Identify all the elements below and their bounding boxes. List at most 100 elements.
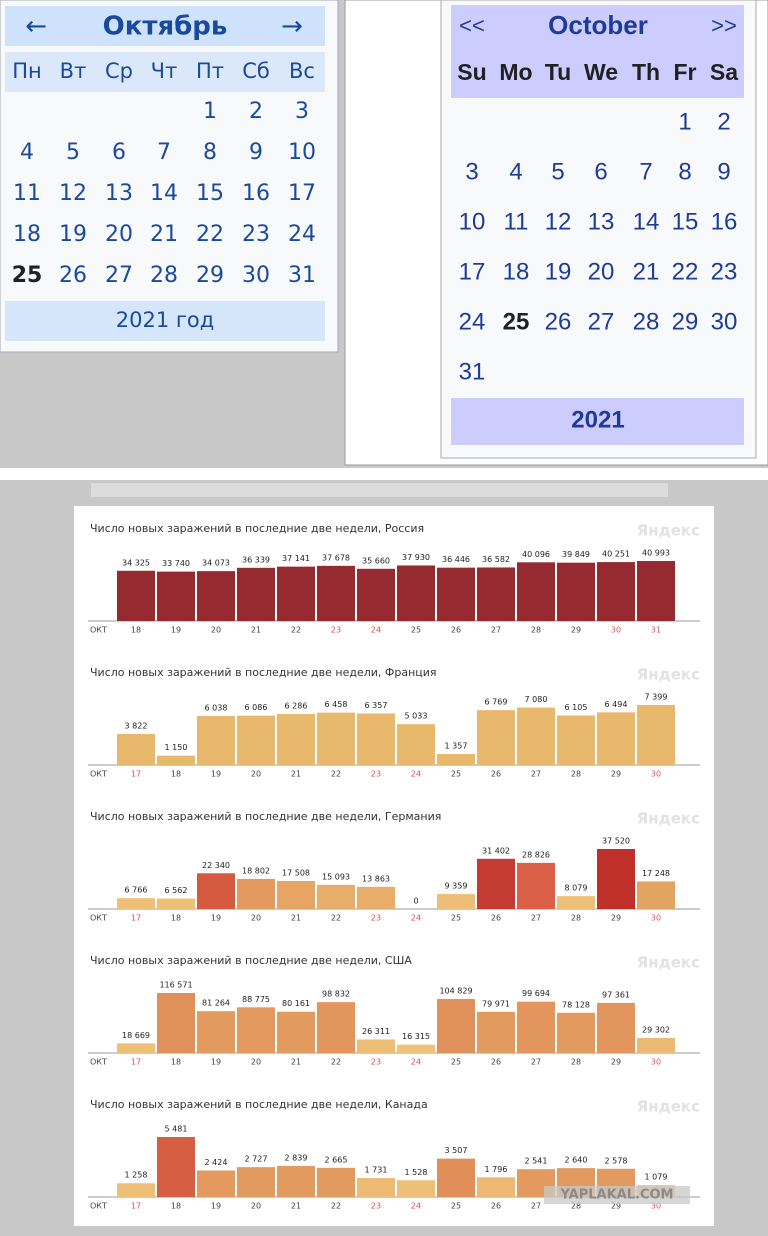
day: 7 — [639, 158, 652, 185]
day: 10 — [288, 140, 316, 165]
day: 2 — [249, 99, 263, 124]
value-label: 98 832 — [322, 990, 350, 999]
bar — [237, 1007, 275, 1053]
next-arrow: >> — [711, 13, 737, 38]
bar — [357, 568, 395, 621]
x-tick-label: 20 — [251, 770, 261, 779]
bar — [557, 715, 595, 765]
x-tick-label: 18 — [171, 1202, 181, 1211]
x-tick-label: 30 — [651, 1058, 661, 1067]
day: 1 — [203, 99, 217, 124]
value-label: 33 740 — [162, 559, 190, 568]
value-label: 3 507 — [445, 1146, 468, 1155]
bar — [437, 1158, 475, 1197]
day: 23 — [711, 258, 738, 285]
value-label: 80 161 — [282, 999, 310, 1008]
x-tick-label: 18 — [131, 626, 141, 635]
x-tick-label: 29 — [611, 914, 621, 923]
x-tick-label: 17 — [131, 1058, 141, 1067]
value-label: 0 — [413, 897, 418, 906]
bar — [477, 1011, 515, 1053]
bar — [117, 898, 155, 909]
value-label: 6 494 — [605, 700, 628, 709]
chart-title: Число новых заражений в последние две не… — [90, 1098, 428, 1111]
day: 28 — [150, 263, 178, 288]
bar — [357, 713, 395, 765]
value-label: 2 541 — [525, 1157, 548, 1166]
day: 29 — [196, 263, 224, 288]
x-tick-label: 30 — [651, 770, 661, 779]
bar — [517, 707, 555, 765]
x-tick-label: 23 — [371, 1202, 381, 1211]
x-tick-label: 17 — [131, 1202, 141, 1211]
bar — [397, 565, 435, 621]
value-label: 79 971 — [482, 999, 510, 1008]
day: 6 — [594, 158, 607, 185]
bar — [317, 1167, 355, 1197]
brand: Яндекс — [637, 522, 700, 540]
x-tick-label: 30 — [611, 626, 621, 635]
day: 13 — [588, 208, 615, 235]
bar — [277, 881, 315, 909]
day: 13 — [105, 181, 133, 206]
day: 12 — [545, 208, 572, 235]
day: 5 — [66, 140, 80, 165]
x-tick-label: 24 — [411, 770, 421, 779]
value-label: 2 839 — [285, 1153, 308, 1162]
today: 25 — [503, 308, 530, 335]
day: 31 — [288, 263, 316, 288]
ru-header-bg — [5, 6, 325, 46]
x-tick-label: 22 — [291, 626, 301, 635]
x-tick-label: 23 — [371, 770, 381, 779]
x-tick-label: 24 — [411, 1202, 421, 1211]
x-axis-label: ОКТ — [90, 1058, 107, 1067]
value-label: 8 079 — [565, 884, 588, 893]
bar — [477, 858, 515, 909]
next-arrow: → — [281, 12, 303, 42]
value-label: 40 096 — [522, 550, 550, 559]
value-label: 31 402 — [482, 846, 510, 855]
bar — [597, 562, 635, 621]
bar — [157, 571, 195, 621]
value-label: 28 826 — [522, 850, 550, 859]
value-label: 36 339 — [242, 555, 270, 564]
x-tick-label: 25 — [451, 1058, 461, 1067]
x-tick-label: 20 — [251, 1058, 261, 1067]
bar — [197, 571, 235, 621]
value-label: 6 286 — [285, 702, 308, 711]
value-label: 97 361 — [602, 990, 630, 999]
day: 6 — [112, 140, 126, 165]
day: 19 — [59, 222, 87, 247]
value-label: 22 340 — [202, 861, 230, 870]
x-tick-label: 21 — [251, 626, 261, 635]
bar — [197, 1011, 235, 1053]
bar — [557, 562, 595, 621]
x-tick-label: 29 — [571, 626, 581, 635]
bar — [277, 1165, 315, 1197]
day: 16 — [242, 181, 270, 206]
value-label: 37 520 — [602, 837, 630, 846]
value-label: 40 993 — [642, 549, 670, 558]
x-tick-label: 26 — [491, 1202, 501, 1211]
x-tick-label: 28 — [571, 1058, 581, 1067]
value-label: 40 251 — [602, 550, 630, 559]
scrollbar — [91, 483, 668, 497]
weekday: Tu — [545, 59, 571, 85]
value-label: 2 727 — [245, 1155, 268, 1164]
x-tick-label: 19 — [211, 1058, 221, 1067]
day: 27 — [105, 263, 133, 288]
x-tick-label: 25 — [451, 1202, 461, 1211]
x-tick-label: 27 — [531, 1058, 541, 1067]
value-label: 16 315 — [402, 1032, 430, 1041]
value-label: 37 678 — [322, 553, 350, 562]
day: 22 — [672, 258, 699, 285]
x-tick-label: 22 — [331, 770, 341, 779]
value-label: 37 141 — [282, 554, 310, 563]
value-label: 88 775 — [242, 995, 270, 1004]
value-label: 39 849 — [562, 550, 590, 559]
x-tick-label: 23 — [331, 626, 341, 635]
month-title: Октябрь — [103, 12, 228, 42]
day: 10 — [459, 208, 486, 235]
day: 23 — [242, 222, 270, 247]
bar — [397, 724, 435, 765]
